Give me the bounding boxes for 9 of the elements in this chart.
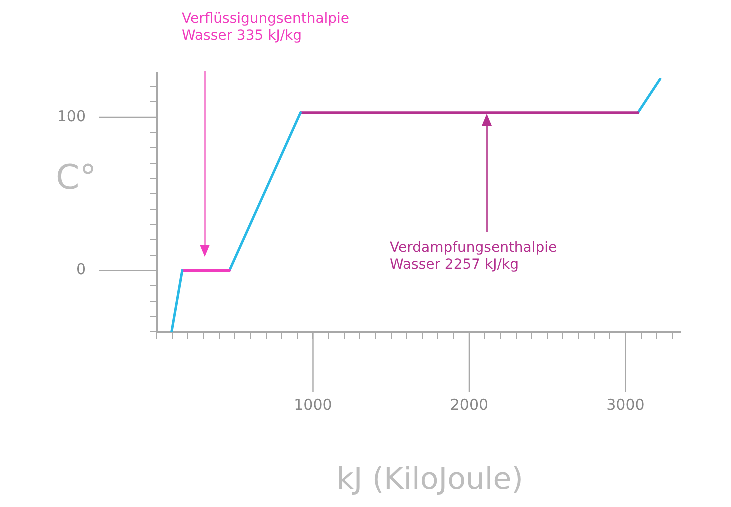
y-axis-title: C° xyxy=(56,158,97,198)
annotation: Verdampfungsenthalpie Wasser 2257 kJ/kg xyxy=(390,240,558,274)
y-tick-label: 0 xyxy=(76,260,86,279)
x-tick-label: 2000 xyxy=(450,396,489,414)
x-tick-label: 1000 xyxy=(294,396,332,414)
x-tick-label: 3000 xyxy=(606,396,645,414)
x-axis-title: kJ (KiloJoule) xyxy=(336,462,524,497)
y-tick-label: 100 xyxy=(57,107,86,126)
text: Verflüssigungsenthalpie Wasser 335 kJ/kg xyxy=(182,11,350,45)
